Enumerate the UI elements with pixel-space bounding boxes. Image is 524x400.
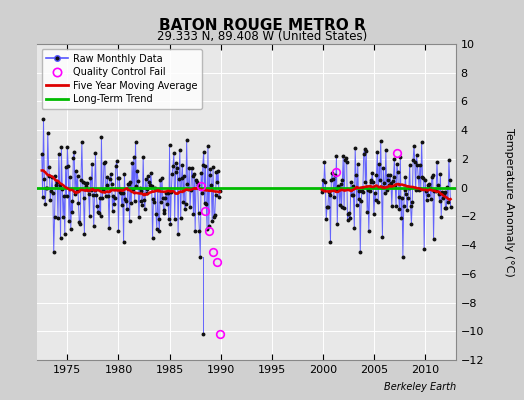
Text: Berkeley Earth: Berkeley Earth bbox=[384, 382, 456, 392]
Legend: Raw Monthly Data, Quality Control Fail, Five Year Moving Average, Long-Term Tren: Raw Monthly Data, Quality Control Fail, … bbox=[41, 49, 202, 109]
Text: 29.333 N, 89.408 W (United States): 29.333 N, 89.408 W (United States) bbox=[157, 30, 367, 43]
Y-axis label: Temperature Anomaly (°C): Temperature Anomaly (°C) bbox=[504, 128, 514, 276]
Text: BATON ROUGE METRO R: BATON ROUGE METRO R bbox=[159, 18, 365, 33]
